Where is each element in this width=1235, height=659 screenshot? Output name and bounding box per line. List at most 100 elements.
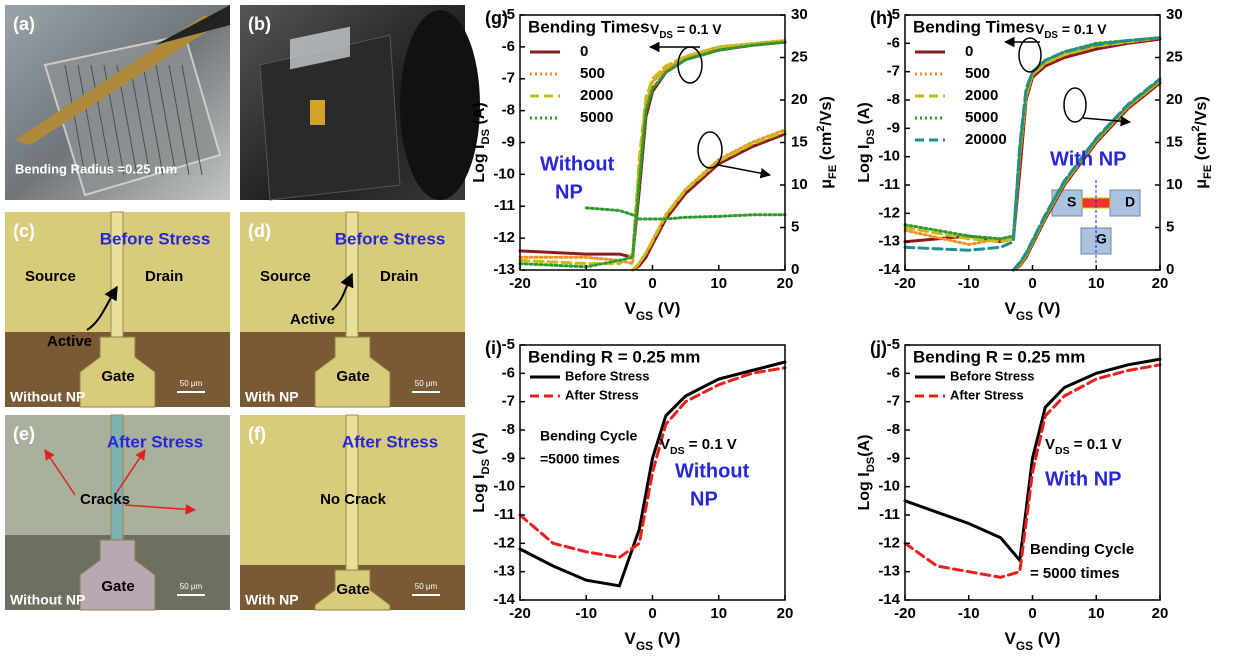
legend-label: 2000 xyxy=(580,87,613,104)
y-tick-label: -13 xyxy=(878,563,900,580)
panel-label: (f) xyxy=(248,424,266,444)
y-tick-label: -11 xyxy=(494,506,515,523)
text-part: DS xyxy=(480,128,492,144)
text-part: GS xyxy=(1016,309,1033,323)
legend-label: 5000 xyxy=(580,109,613,126)
panel-label: (e) xyxy=(13,424,35,444)
text-part: Log I xyxy=(856,144,873,182)
text-part: (cm xyxy=(818,132,835,165)
text-part: DS xyxy=(865,128,877,144)
y2-tick-label: 10 xyxy=(791,176,808,193)
x-tick-label: 10 xyxy=(1088,605,1105,622)
guide-ellipse xyxy=(1019,38,1041,72)
text-part: = 0.1 V xyxy=(1058,21,1107,37)
y-tick-label: -6 xyxy=(502,38,515,55)
mobility-line xyxy=(633,134,785,270)
y-tick-label: -6 xyxy=(887,34,900,51)
annotation: NP xyxy=(555,181,583,203)
drum xyxy=(400,10,480,200)
text-part: GS xyxy=(1016,639,1033,653)
text-part: = 0.1 V xyxy=(1070,436,1122,453)
panel-label: (c) xyxy=(13,221,35,241)
text-part: (V) xyxy=(1033,629,1060,648)
text-part: (A) xyxy=(471,432,488,459)
y-tick-label: -5 xyxy=(502,336,515,353)
text-part: (A) xyxy=(471,102,488,129)
panel-text: With NP xyxy=(245,389,299,405)
legend-label: Before Stress xyxy=(565,368,650,383)
guide-ellipse xyxy=(1064,88,1086,122)
y2-tick-label: 25 xyxy=(1166,48,1183,65)
annotation: VDS = 0.1 V xyxy=(1035,21,1107,41)
panel-label: (h) xyxy=(870,8,893,28)
text-part: GS xyxy=(636,309,653,323)
text-part: DS xyxy=(659,30,673,41)
y-tick-label: -11 xyxy=(494,197,515,214)
x-tick-label: 20 xyxy=(1152,605,1169,622)
legend-label: After Stress xyxy=(950,387,1024,402)
panel-title: Before Stress xyxy=(100,229,211,248)
x-tick-label: 10 xyxy=(710,605,727,622)
y2-tick-label: 25 xyxy=(791,48,808,65)
photo-panel: 50 μmAfter Stress(e)CracksGateWithout NP xyxy=(5,415,230,610)
annotation: With NP xyxy=(1045,468,1121,490)
text-part: /Vs) xyxy=(1193,96,1210,125)
panel-label: (a) xyxy=(13,14,35,34)
chart-title: Bending R = 0.25 mm xyxy=(913,347,1085,366)
y2-tick-label: 15 xyxy=(791,133,808,150)
y2-axis-label: μFE (cm2/Vs) xyxy=(1190,96,1214,189)
y-axis-label: Log IDS(A) xyxy=(856,435,877,511)
text-part: DS xyxy=(865,456,877,472)
annotation: =5000 times xyxy=(540,451,620,467)
annotation: Bending Cycle xyxy=(540,428,637,444)
annotation: Without xyxy=(675,460,750,482)
y-tick-label: -9 xyxy=(502,133,515,150)
x-tick-label: 0 xyxy=(1028,275,1036,292)
text-part: V xyxy=(625,299,637,318)
y-tick-label: -6 xyxy=(887,364,900,381)
text-part: DS xyxy=(1044,30,1058,41)
y-tick-label: -14 xyxy=(493,591,515,608)
scale-label: 50 μm xyxy=(180,582,203,591)
y-tick-label: -13 xyxy=(878,233,900,250)
mobility-line xyxy=(633,131,785,270)
text-part: Log I xyxy=(856,472,873,510)
text-part: V xyxy=(1005,299,1017,318)
y-tick-label: -11 xyxy=(879,506,900,523)
tape xyxy=(310,100,325,125)
legend-label: 0 xyxy=(965,43,973,60)
panel-text: Source xyxy=(25,268,76,285)
mobility-line xyxy=(633,130,785,270)
photo-panel: 50 μmBefore Stress(d)SourceDrainActiveGa… xyxy=(240,212,465,407)
text-part: (V) xyxy=(653,629,680,648)
y2-tick-label: 5 xyxy=(791,218,799,235)
panel-text: Source xyxy=(260,268,311,285)
y-tick-label: -5 xyxy=(887,336,900,353)
y-tick-label: -14 xyxy=(878,591,900,608)
y-tick-label: -7 xyxy=(502,393,515,410)
y-tick-label: -9 xyxy=(887,119,900,136)
x-tick-label: 10 xyxy=(710,275,727,292)
text-part: GS xyxy=(636,639,653,653)
mobility-line xyxy=(586,208,785,219)
figure: (a)Bending Radius =0.25 mm(b)50 μmBefore… xyxy=(0,0,1235,659)
y-tick-label: -9 xyxy=(887,449,900,466)
x-axis-label: VGS (V) xyxy=(1005,299,1061,323)
series-line xyxy=(520,41,785,264)
panel-text: With NP xyxy=(245,592,299,608)
text-part: (A) xyxy=(856,102,873,129)
x-tick-label: -10 xyxy=(575,605,597,622)
y2-tick-label: 30 xyxy=(791,6,808,23)
panel-text: Gate xyxy=(336,368,369,385)
text-part: V xyxy=(1045,436,1055,453)
y-tick-label: -12 xyxy=(493,534,515,551)
panel-label: (j) xyxy=(870,338,887,358)
y2-tick-label: 10 xyxy=(1166,176,1183,193)
x-tick-label: 10 xyxy=(1088,275,1105,292)
annotation: With NP xyxy=(1050,148,1126,170)
text-part: μ xyxy=(1193,179,1210,189)
y-tick-label: -9 xyxy=(502,449,515,466)
y2-tick-label: 0 xyxy=(791,261,799,278)
legend-title: Bending Times xyxy=(528,17,650,36)
y-tick-label: -8 xyxy=(887,91,900,108)
